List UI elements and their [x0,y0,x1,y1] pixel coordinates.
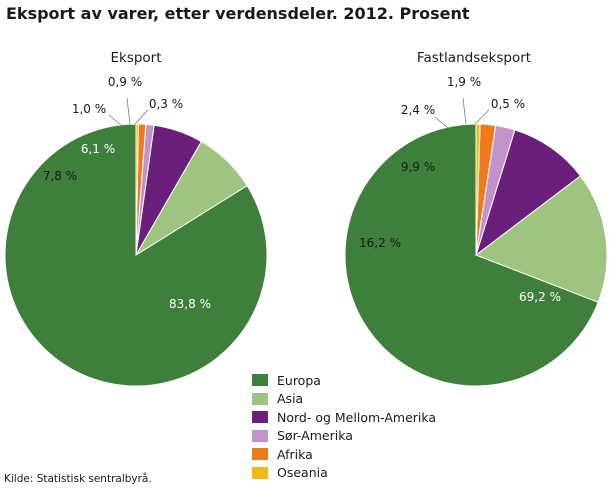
pie-slice-asia [474,175,608,303]
leader-line [108,114,123,127]
legend-swatch [252,429,268,442]
leader-line [434,116,449,129]
pie-slice-europa [344,123,599,387]
legend-item: Oseania [252,464,436,483]
data-label: 6,1 % [81,142,115,156]
data-label: 7,8 % [43,169,77,183]
chart-title: Eksport av varer, etter verdensdeler. 20… [6,4,470,23]
legend-label: Nord- og Mellom-Amerika [277,409,437,425]
legend-item: Sør-Amerika [252,427,436,446]
legend-item: Nord- og Mellom-Amerika [252,408,436,427]
legend-label: Afrika [277,446,313,462]
legend-swatch [252,411,268,424]
data-label: 0,9 % [108,75,142,89]
pie-slice-oseania [475,123,481,256]
legend-item: Europa [252,371,436,390]
data-label: 9,9 % [401,160,435,174]
pie-slice-oseania [135,123,139,256]
pie-slice-nord-og-mellom-amerika [475,129,582,257]
legend-swatch [252,374,268,387]
legend-label: Oseania [277,465,328,481]
pie-title: Fastlandseksport [417,50,531,66]
pie-1: Eksport 83,8 % 7,8 % 6,1 % 1,0 %0,9 % 0,3 % [4,50,268,387]
data-label: 1,9 % [447,75,481,89]
data-label: 83,8 % [169,297,211,311]
data-label: 16,2 % [359,236,401,250]
data-label: 1,0 % [72,102,106,116]
legend-label: Asia [277,391,304,407]
legend-swatch [252,448,268,461]
legend-item: Afrika [252,445,436,464]
legend-swatch [252,466,268,479]
legend-swatch [252,392,268,405]
legend-label: Europa [277,372,321,388]
legend-label: Sør-Amerika [277,428,353,444]
leader-line [134,109,149,125]
legend: Europa Asia Nord- og Mellom-Amerika Sør-Ame… [252,371,436,482]
leader-line [462,97,467,125]
leader-line [474,109,490,125]
legend-item: Asia [252,390,436,409]
leader-line [126,97,131,125]
data-label: 69,2 % [519,290,561,304]
data-label: 0,3 % [149,97,183,111]
source-note: Kilde: Statistisk sentralbyrå. [4,473,152,485]
pie-2: Fastlandseksport 69,2 % 16,2 % 9,9 % 2,4 % 1,… [344,50,608,387]
data-label: 2,4 % [401,103,435,117]
data-label: 0,5 % [491,97,525,111]
pie-title: Eksport [110,50,161,66]
